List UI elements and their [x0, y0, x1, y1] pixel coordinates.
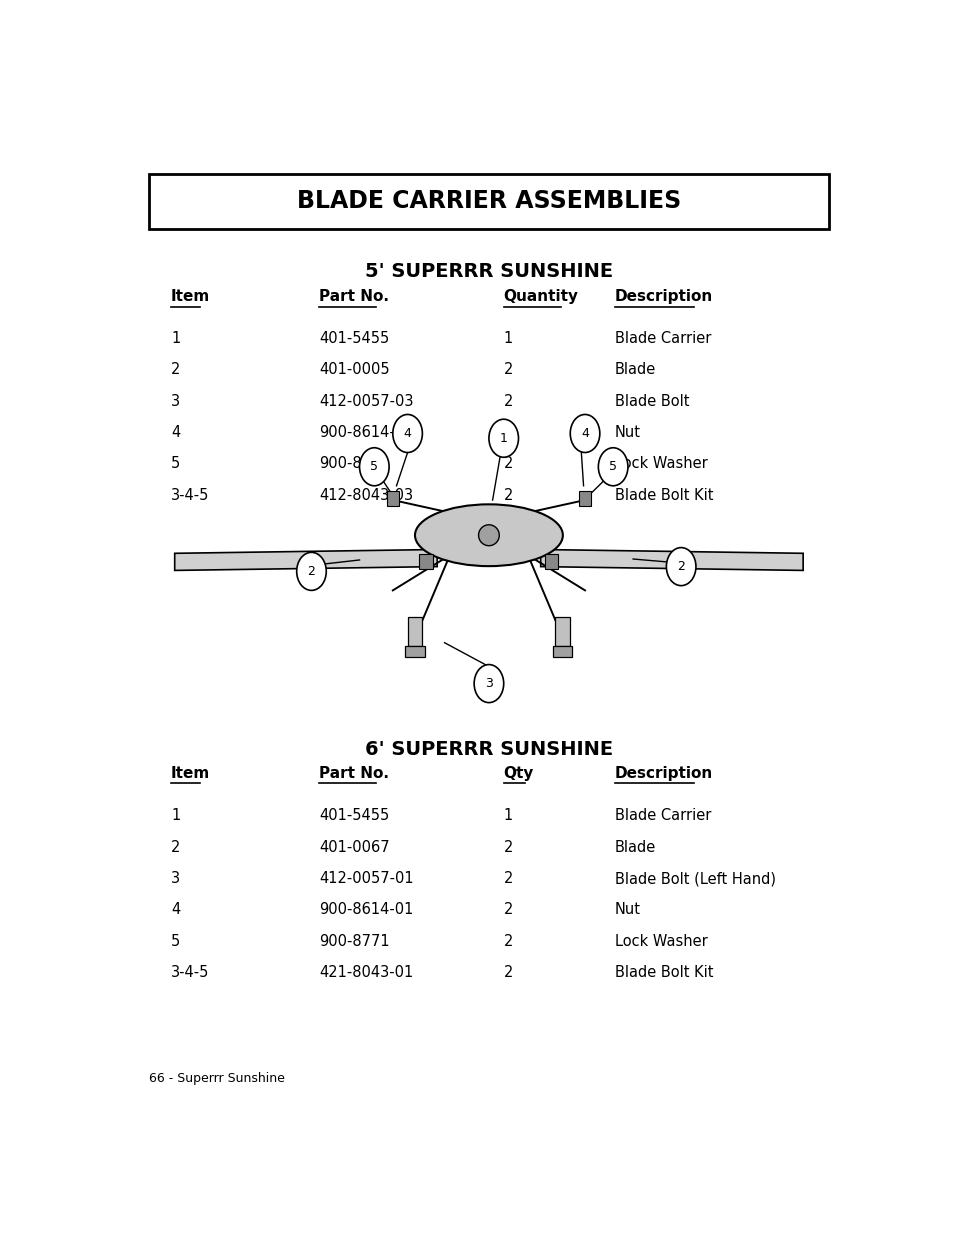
Text: Blade: Blade — [614, 840, 655, 855]
Text: 401-0067: 401-0067 — [318, 840, 389, 855]
Text: 5: 5 — [609, 461, 617, 473]
Text: Blade Bolt Kit: Blade Bolt Kit — [614, 488, 712, 503]
Text: 412-0057-03: 412-0057-03 — [318, 394, 413, 409]
Text: 900-8614-01: 900-8614-01 — [318, 903, 413, 918]
Text: 1: 1 — [171, 331, 180, 346]
Text: 2: 2 — [503, 362, 513, 377]
Text: 4: 4 — [580, 427, 588, 440]
Text: Blade Carrier: Blade Carrier — [614, 808, 710, 824]
Text: Item: Item — [171, 289, 210, 304]
Text: 3-4-5: 3-4-5 — [171, 488, 209, 503]
Text: 1: 1 — [171, 808, 180, 824]
Text: 2: 2 — [503, 457, 513, 472]
Text: Description: Description — [614, 289, 712, 304]
Text: Nut: Nut — [614, 425, 640, 440]
Text: Item: Item — [171, 766, 210, 781]
Circle shape — [488, 419, 518, 457]
Polygon shape — [419, 555, 433, 568]
Text: 421-8043-01: 421-8043-01 — [318, 966, 413, 981]
Text: Quantity: Quantity — [503, 289, 578, 304]
Polygon shape — [578, 492, 590, 506]
Text: 2: 2 — [503, 934, 513, 948]
Text: 2: 2 — [677, 561, 684, 573]
Text: 4: 4 — [403, 427, 411, 440]
Text: 6' SUPERRR SUNSHINE: 6' SUPERRR SUNSHINE — [364, 740, 613, 758]
Text: BLADE CARRIER ASSEMBLIES: BLADE CARRIER ASSEMBLIES — [296, 189, 680, 214]
Text: 5: 5 — [171, 457, 180, 472]
Text: 2: 2 — [503, 966, 513, 981]
Text: Nut: Nut — [614, 903, 640, 918]
Text: Blade Bolt: Blade Bolt — [614, 394, 688, 409]
Text: 2: 2 — [171, 840, 180, 855]
Text: Lock Washer: Lock Washer — [614, 934, 706, 948]
Text: 900-8614-01: 900-8614-01 — [318, 425, 413, 440]
Text: 2: 2 — [171, 362, 180, 377]
Circle shape — [393, 415, 422, 452]
Text: 5: 5 — [171, 934, 180, 948]
Text: 401-0005: 401-0005 — [318, 362, 389, 377]
Text: 2: 2 — [503, 871, 513, 885]
Text: 401-5455: 401-5455 — [318, 331, 389, 346]
Polygon shape — [544, 555, 558, 568]
Polygon shape — [407, 618, 422, 646]
Polygon shape — [405, 646, 424, 657]
Text: Description: Description — [614, 766, 712, 781]
Text: 401-5455: 401-5455 — [318, 808, 389, 824]
Text: Qty: Qty — [503, 766, 534, 781]
Text: Blade: Blade — [614, 362, 655, 377]
Text: Part No.: Part No. — [318, 289, 389, 304]
Circle shape — [296, 552, 326, 590]
Text: 2: 2 — [503, 840, 513, 855]
Text: Lock Washer: Lock Washer — [614, 457, 706, 472]
Ellipse shape — [478, 525, 498, 546]
FancyBboxPatch shape — [149, 174, 828, 228]
Text: 1: 1 — [503, 331, 513, 346]
Text: 2: 2 — [503, 394, 513, 409]
Text: 2: 2 — [503, 425, 513, 440]
Polygon shape — [174, 550, 436, 571]
Text: 4: 4 — [171, 903, 180, 918]
Text: Part No.: Part No. — [318, 766, 389, 781]
Polygon shape — [387, 492, 398, 506]
Text: 2: 2 — [503, 488, 513, 503]
Text: 3: 3 — [484, 677, 493, 690]
Circle shape — [598, 448, 627, 485]
Text: 1: 1 — [503, 808, 513, 824]
Polygon shape — [555, 618, 570, 646]
Text: 5' SUPERRR SUNSHINE: 5' SUPERRR SUNSHINE — [364, 262, 613, 282]
Text: 412-0057-01: 412-0057-01 — [318, 871, 413, 885]
Text: Blade Bolt Kit: Blade Bolt Kit — [614, 966, 712, 981]
Circle shape — [474, 664, 503, 703]
Text: 412-8043-03: 412-8043-03 — [318, 488, 413, 503]
Text: 2: 2 — [307, 564, 315, 578]
Text: Blade Carrier: Blade Carrier — [614, 331, 710, 346]
Text: 3-4-5: 3-4-5 — [171, 966, 209, 981]
Text: Blade Bolt (Left Hand): Blade Bolt (Left Hand) — [614, 871, 775, 885]
Circle shape — [665, 547, 696, 585]
Text: 5: 5 — [370, 461, 378, 473]
Ellipse shape — [415, 504, 562, 566]
Text: 3: 3 — [171, 394, 180, 409]
Polygon shape — [540, 550, 802, 571]
Text: 900-8771: 900-8771 — [318, 457, 389, 472]
Text: 1: 1 — [499, 432, 507, 445]
Polygon shape — [553, 646, 572, 657]
Circle shape — [359, 448, 389, 485]
Text: 900-8771: 900-8771 — [318, 934, 389, 948]
Text: 4: 4 — [171, 425, 180, 440]
Circle shape — [570, 415, 599, 452]
Text: 66 - Superrr Sunshine: 66 - Superrr Sunshine — [149, 1072, 284, 1084]
Text: 2: 2 — [503, 903, 513, 918]
Text: 3: 3 — [171, 871, 180, 885]
